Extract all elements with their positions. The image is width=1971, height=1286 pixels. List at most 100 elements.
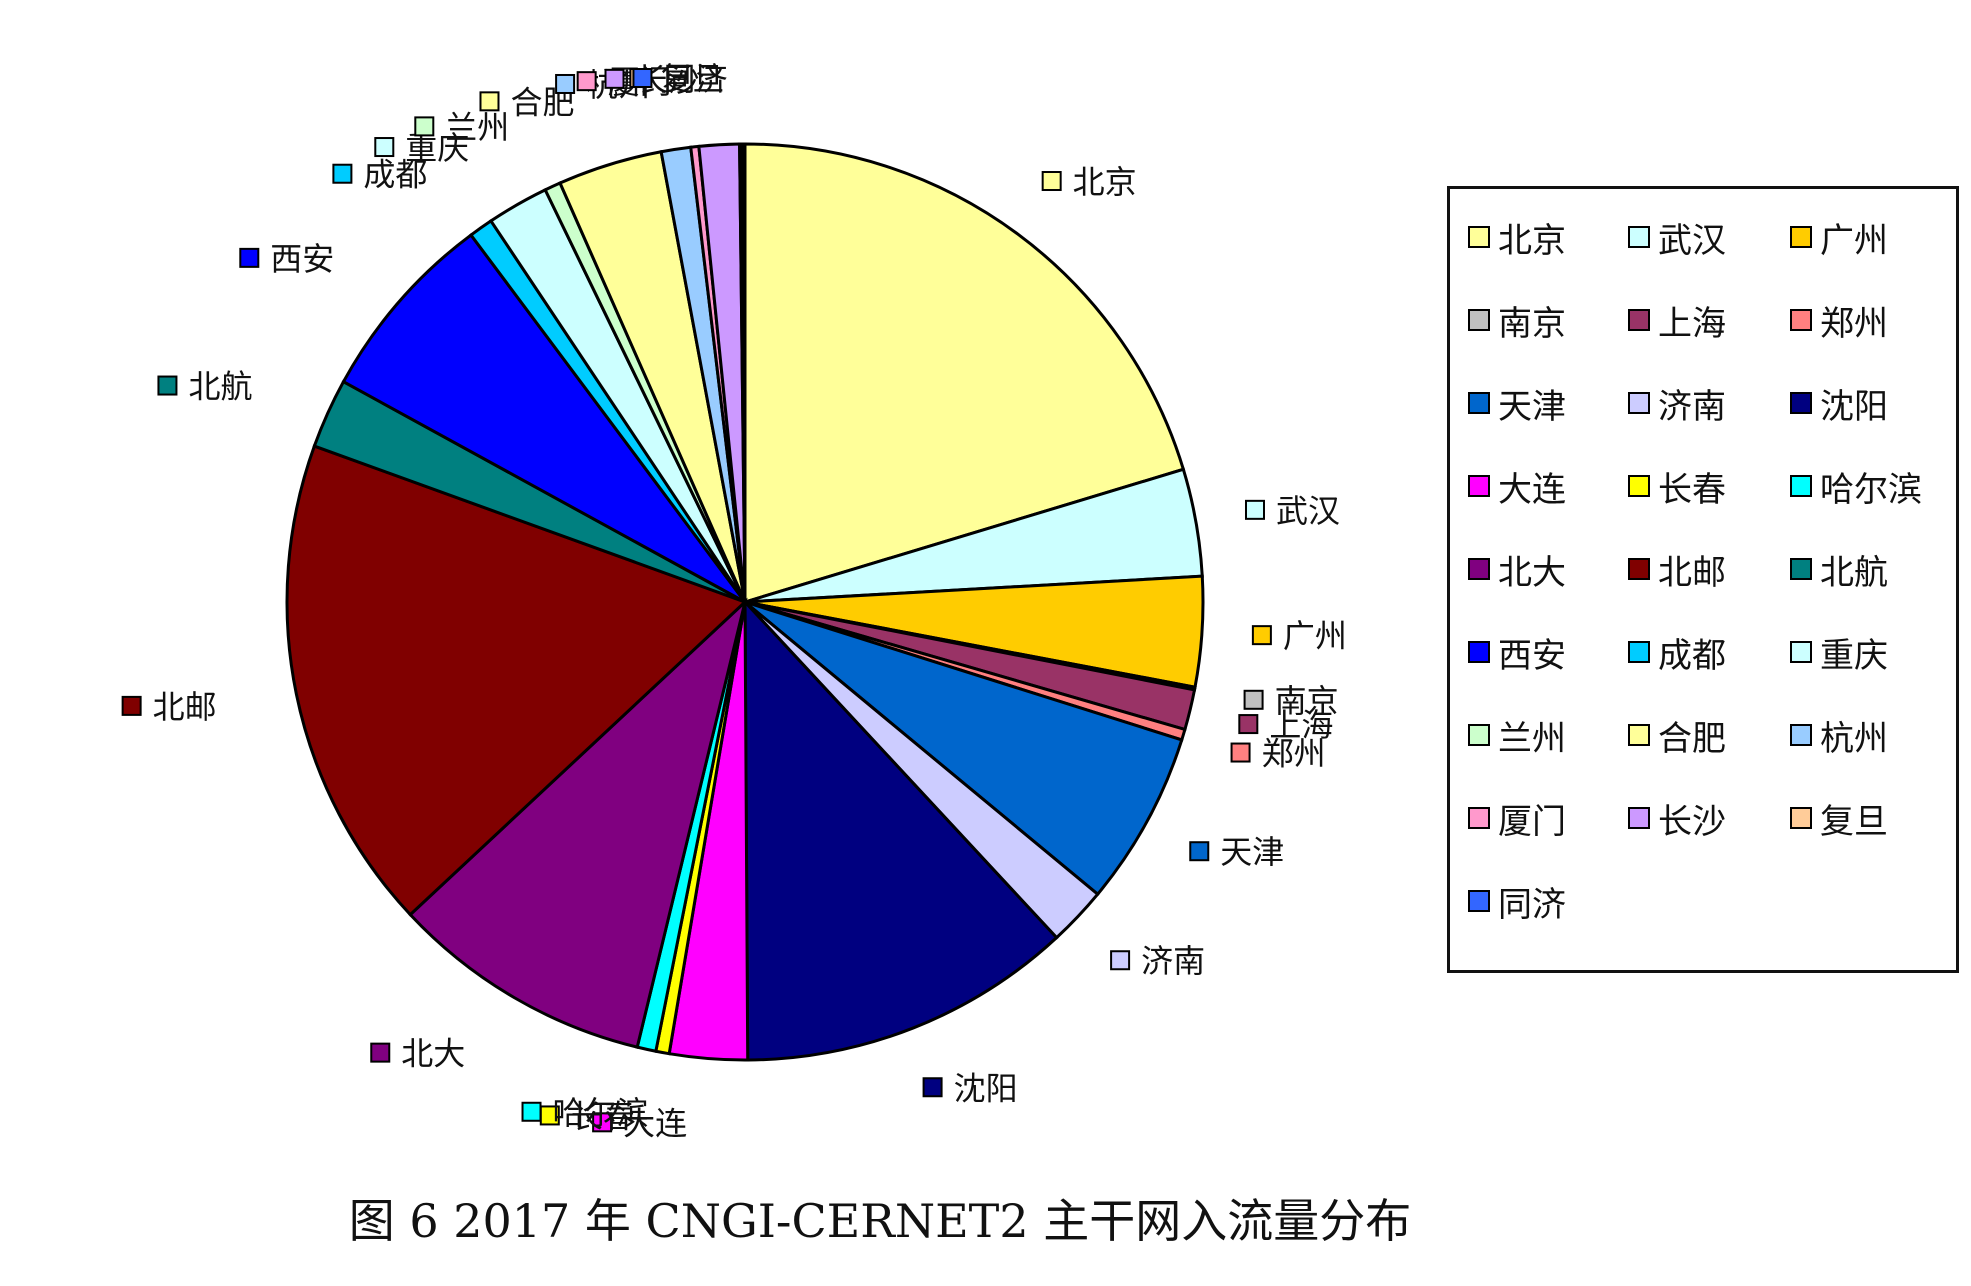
legend-item-郑州: 郑州 bbox=[1790, 300, 1888, 344]
legend-item-合肥: 合肥 bbox=[1628, 715, 1726, 759]
pie-slice-同济 bbox=[740, 142, 747, 603]
slice-label-swatch-郑州 bbox=[1230, 742, 1251, 763]
slice-label-swatch-北邮 bbox=[121, 695, 142, 716]
legend-swatch bbox=[1468, 807, 1490, 829]
slice-label-郑州: 郑州 bbox=[1262, 735, 1326, 773]
legend-label: 广州 bbox=[1820, 220, 1888, 261]
slice-label-swatch-成都 bbox=[332, 163, 353, 184]
legend-label: 北京 bbox=[1498, 220, 1566, 261]
legend-swatch bbox=[1468, 890, 1490, 912]
legend-swatch bbox=[1628, 641, 1650, 663]
legend-label: 北邮 bbox=[1658, 552, 1726, 593]
slice-label-swatch-武汉 bbox=[1244, 499, 1265, 520]
legend-item-沈阳: 沈阳 bbox=[1790, 383, 1888, 427]
legend-swatch bbox=[1468, 309, 1490, 331]
legend-swatch bbox=[1468, 724, 1490, 746]
legend-label: 复旦 bbox=[1820, 801, 1888, 842]
slice-label-北航: 北航 bbox=[188, 368, 252, 406]
slice-label-成都: 成都 bbox=[363, 156, 427, 194]
slice-label-swatch-天津 bbox=[1189, 841, 1210, 862]
legend-swatch bbox=[1468, 475, 1490, 497]
legend-swatch bbox=[1790, 807, 1812, 829]
slice-label-swatch-广州 bbox=[1251, 625, 1272, 646]
slice-label-swatch-杭州 bbox=[555, 73, 576, 94]
legend-item-广州: 广州 bbox=[1790, 217, 1888, 261]
legend-swatch bbox=[1628, 309, 1650, 331]
slice-label-swatch-南京 bbox=[1243, 689, 1264, 710]
slice-label-swatch-合肥 bbox=[479, 91, 500, 112]
slice-label-上海: 上海 bbox=[1269, 706, 1333, 744]
legend-label: 杭州 bbox=[1820, 718, 1888, 759]
legend-label: 合肥 bbox=[1658, 718, 1726, 759]
legend-label: 济南 bbox=[1658, 386, 1726, 427]
legend-label: 南京 bbox=[1498, 303, 1566, 344]
slice-label-swatch-厦门 bbox=[576, 71, 597, 92]
slice-label-swatch-沈阳 bbox=[922, 1077, 943, 1098]
slice-label-西安: 西安 bbox=[270, 240, 334, 278]
slice-label-swatch-兰州 bbox=[414, 116, 435, 137]
pie-slice-沈阳 bbox=[743, 598, 1059, 1062]
pie-slices bbox=[285, 142, 1205, 1062]
slice-label-swatch-同济 bbox=[632, 68, 653, 89]
legend-swatch bbox=[1628, 226, 1650, 248]
slice-label-北邮: 北邮 bbox=[153, 688, 217, 726]
legend-item-北航: 北航 bbox=[1790, 549, 1888, 593]
slice-label-swatch-哈尔滨 bbox=[521, 1101, 542, 1122]
legend-item-南京: 南京 bbox=[1468, 300, 1566, 344]
legend-label: 郑州 bbox=[1820, 303, 1888, 344]
figure-caption: 图 6 2017 年 CNGI-CERNET2 主干网入流量分布 bbox=[348, 1194, 1412, 1248]
legend-item-武汉: 武汉 bbox=[1628, 217, 1726, 261]
legend-item-北大: 北大 bbox=[1468, 549, 1566, 593]
pie-slice-北邮 bbox=[285, 444, 748, 917]
legend-swatch bbox=[1628, 724, 1650, 746]
slice-label-swatch-北大 bbox=[370, 1042, 391, 1063]
slice-label-swatch-重庆 bbox=[374, 137, 395, 158]
legend-label: 西安 bbox=[1498, 635, 1566, 676]
legend-swatch bbox=[1628, 558, 1650, 580]
legend-label: 武汉 bbox=[1658, 220, 1726, 261]
legend-swatch bbox=[1468, 392, 1490, 414]
slice-labels: 北京武汉广州南京上海郑州天津济南沈阳大连长春哈尔滨北大北邮北航西安成都重庆兰州合… bbox=[121, 60, 1347, 1142]
legend-item-厦门: 厦门 bbox=[1468, 798, 1566, 842]
legend-label: 哈尔滨 bbox=[1820, 469, 1922, 510]
slice-label-swatch-西安 bbox=[239, 247, 260, 268]
slice-label-广州: 广州 bbox=[1283, 617, 1347, 655]
slice-label-南京: 南京 bbox=[1275, 682, 1339, 720]
slice-label-swatch-济南 bbox=[1110, 950, 1131, 971]
legend-swatch bbox=[1468, 226, 1490, 248]
legend-swatch bbox=[1790, 309, 1812, 331]
pie-slice-天津 bbox=[744, 600, 1184, 897]
slice-label-大连: 大连 bbox=[623, 1104, 687, 1142]
legend-swatch bbox=[1628, 807, 1650, 829]
legend-swatch bbox=[1790, 392, 1812, 414]
pie-slice-西安 bbox=[341, 232, 747, 604]
legend-label: 重庆 bbox=[1820, 635, 1888, 676]
legend-item-杭州: 杭州 bbox=[1790, 715, 1888, 759]
slice-label-天津: 天津 bbox=[1220, 833, 1284, 871]
slice-label-swatch-长沙 bbox=[604, 68, 625, 89]
legend-item-北邮: 北邮 bbox=[1628, 549, 1726, 593]
slice-label-兰州: 兰州 bbox=[445, 108, 509, 146]
legend-label: 北大 bbox=[1498, 552, 1566, 593]
legend-swatch bbox=[1790, 226, 1812, 248]
slice-label-swatch-北航 bbox=[157, 375, 178, 396]
legend-item-兰州: 兰州 bbox=[1468, 715, 1566, 759]
legend-item-大连: 大连 bbox=[1468, 466, 1566, 510]
legend-swatch bbox=[1790, 558, 1812, 580]
pie-slice-北京 bbox=[743, 142, 1186, 605]
legend-swatch bbox=[1790, 641, 1812, 663]
legend-item-长春: 长春 bbox=[1628, 466, 1726, 510]
legend-label: 天津 bbox=[1498, 386, 1566, 427]
legend-swatch bbox=[1468, 641, 1490, 663]
slice-label-swatch-上海 bbox=[1238, 714, 1259, 735]
slice-label-武汉: 武汉 bbox=[1276, 492, 1340, 530]
legend: 北京 武汉 广州 南京 上海 郑州 天津 济南 沈阳 大连 长春 哈尔滨 北大 北邮 北航 西安 成都 重庆 兰州 合… bbox=[1447, 186, 1959, 973]
slice-label-北京: 北京 bbox=[1073, 163, 1137, 201]
legend-item-成都: 成都 bbox=[1628, 632, 1726, 676]
legend-label: 长沙 bbox=[1658, 801, 1726, 842]
legend-label: 厦门 bbox=[1498, 801, 1566, 842]
legend-swatch bbox=[1628, 475, 1650, 497]
legend-swatch bbox=[1468, 558, 1490, 580]
slice-label-沈阳: 沈阳 bbox=[954, 1069, 1018, 1107]
legend-item-天津: 天津 bbox=[1468, 383, 1566, 427]
